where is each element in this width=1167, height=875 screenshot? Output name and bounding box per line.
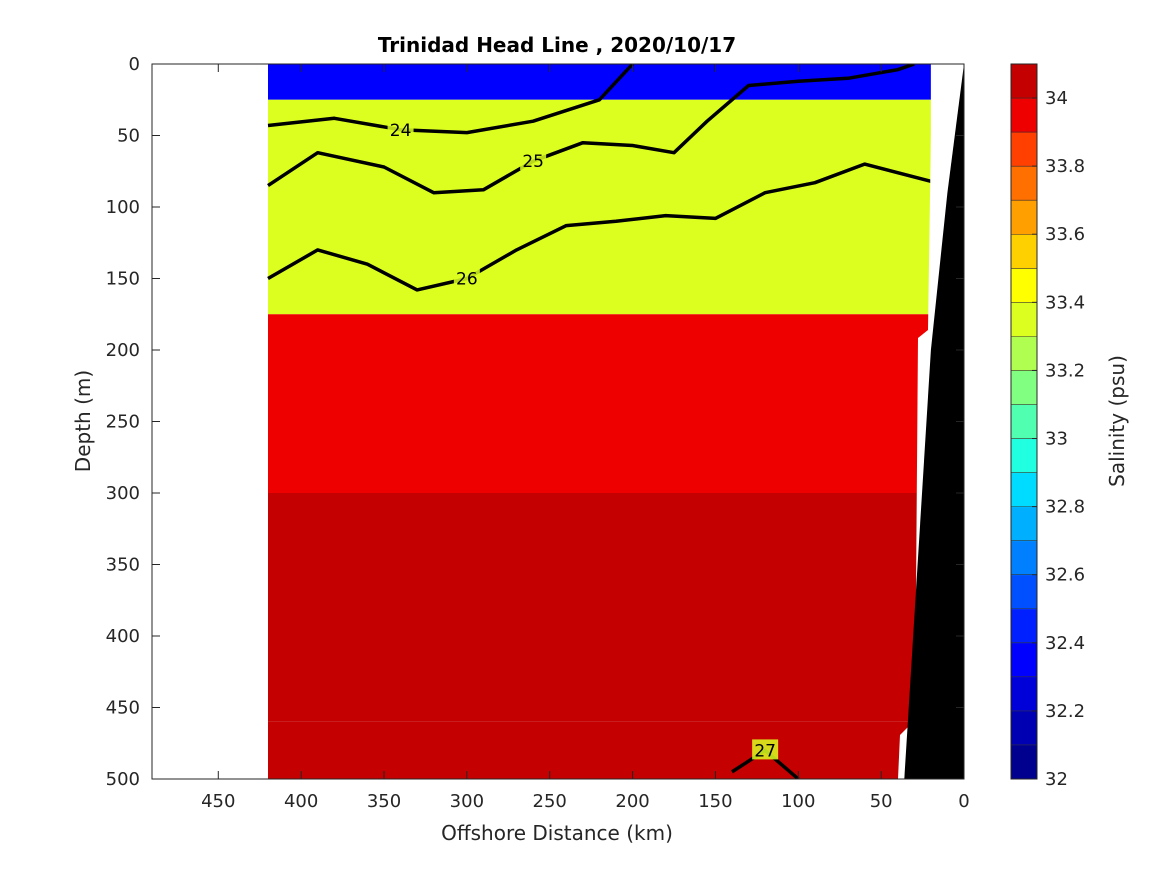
colorbar-swatch [1011,404,1037,440]
contour-label-background [453,267,480,288]
y-tick-label: 150 [106,269,140,290]
colorbar-swatch [1011,642,1037,678]
y-tick-label: 300 [106,483,140,504]
x-tick-label: 400 [284,791,318,812]
density-contour-25 [267,64,915,195]
colorbar-tick-label: 33.2 [1045,360,1085,381]
colorbar-swatch [1011,268,1037,303]
colorbar-swatch [1011,200,1037,235]
y-axis-label: Depth (m) [71,370,95,472]
colorbar-tick-label: 33 [1045,429,1068,450]
salinity-region-upper-deep [268,314,931,493]
colorbar-swatch [1011,472,1037,508]
contour-label: 24 [390,121,412,141]
density-contour-24 [267,64,634,135]
colorbar-tick-label: 33.8 [1045,156,1085,177]
x-tick-label: 450 [201,791,235,812]
y-tick-label: 450 [106,698,140,719]
salinity-region-bottom [268,721,931,779]
contour-label: 27 [754,741,776,761]
y-ticks: 0 50 100 150 200 250 300 350 400 450 500 [106,54,964,790]
density-contours: 24 25 26 27 [267,64,932,779]
chart-title: Trinidad Head Line , 2020/10/17 [378,33,736,57]
colorbar-label: Salinity (psu) [1105,355,1129,487]
colorbar-tick-label: 34 [1045,88,1068,109]
colorbar-tick-label: 32 [1045,769,1068,790]
x-ticks: 450 400 350 300 250 200 150 100 50 0 [201,64,970,812]
colorbar-tick-label: 32.4 [1045,633,1085,654]
x-tick-label: 250 [533,791,567,812]
colorbar-tick-label: 32.8 [1045,497,1085,518]
contour-label-background [752,739,779,760]
x-tick-label: 350 [367,791,401,812]
colorbar-frame [1010,63,1038,780]
y-tick-label: 200 [106,340,140,361]
x-axis-label: Offshore Distance (km) [441,821,673,845]
colorbar-swatch [1011,676,1037,712]
colorbar-swatch [1011,370,1037,405]
contour-label: 25 [522,152,544,172]
colorbar-tick-label: 32.6 [1045,565,1085,586]
y-tick-label: 500 [106,769,140,790]
colorbar-swatch [1011,438,1037,474]
colorbar: 32 32.2 32.4 32.6 32.8 33 33.2 33.4 33.6 33.8 34 [1010,63,1085,790]
colorbar-tick-label: 32.2 [1045,701,1085,722]
density-contour-26 [267,162,932,292]
colorbar-swatch [1011,710,1037,746]
colorbar-swatch [1011,506,1037,542]
colorbar-swatch [1011,540,1037,576]
x-tick-label: 300 [450,791,484,812]
contour-label: 26 [456,270,478,290]
x-tick-label: 150 [698,791,732,812]
colorbar-tick-label: 33.4 [1045,292,1085,313]
salinity-region-surface-fresh [268,64,931,100]
colorbar-tick-label: 33.6 [1045,224,1085,245]
x-tick-label: 200 [615,791,649,812]
salinity-field [268,64,931,779]
y-tick-label: 100 [106,197,140,218]
y-tick-label: 0 [129,54,140,75]
salinity-region-halocline [268,99,931,315]
salinity-region-deep [268,493,931,722]
x-tick-label: 50 [870,791,893,812]
colorbar-swatch [1011,132,1037,167]
y-tick-label: 250 [106,412,140,433]
contour-label-background [520,150,547,171]
colorbar-swatch [1011,166,1037,201]
colorbar-swatch [1011,302,1037,337]
colorbar-swatch [1011,574,1037,610]
colorbar-swatch [1011,608,1037,644]
colorbar-swatch [1011,64,1037,99]
colorbar-swatch [1011,98,1037,133]
x-tick-label: 100 [781,791,815,812]
y-tick-label: 400 [106,626,140,647]
bathymetry-seafloor [904,64,964,779]
colorbar-swatch [1011,234,1037,269]
y-tick-label: 50 [117,126,140,147]
colorbar-swatch [1011,744,1037,780]
x-tick-label: 0 [958,791,969,812]
contour-label-background [387,118,414,139]
colorbar-swatch [1011,336,1037,371]
y-tick-label: 350 [106,555,140,576]
